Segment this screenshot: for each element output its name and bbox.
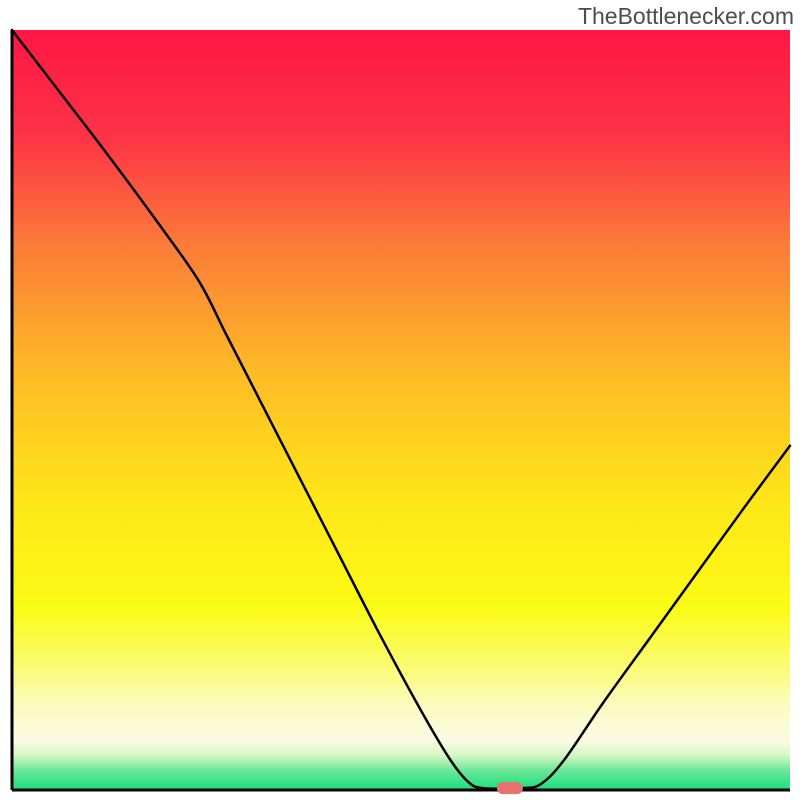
bottleneck-chart (0, 0, 800, 800)
chart-container: TheBottlenecker.com (0, 0, 800, 800)
optimum-marker (497, 782, 523, 794)
